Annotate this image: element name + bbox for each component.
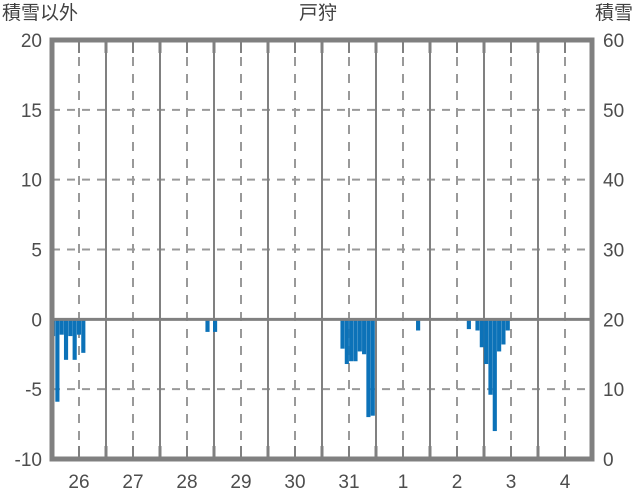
bar: [357, 319, 362, 352]
y-axis-tick-label-left: 10: [21, 171, 42, 192]
tick-marks: [78, 40, 566, 459]
bar: [362, 319, 367, 355]
bar: [416, 319, 421, 331]
bar: [366, 319, 371, 418]
bar: [492, 319, 497, 432]
bar: [349, 319, 354, 362]
bar: [76, 319, 82, 335]
y-axis-tick-label-right: 40: [603, 171, 624, 192]
y-axis-tick-label-right: 50: [603, 101, 624, 122]
y-axis-tick-label-left: 0: [31, 310, 42, 331]
y-axis-tick-label-right: 10: [603, 380, 624, 401]
bar: [72, 319, 77, 360]
bar: [370, 319, 375, 416]
left-axis-title: 積雪以外: [2, 3, 79, 24]
bar: [344, 319, 349, 365]
x-axis-tick-label: 26: [68, 472, 89, 493]
y-axis-tick-label-left: 15: [21, 101, 42, 122]
bar: [55, 319, 60, 402]
chart-title: 戸狩: [298, 3, 337, 24]
y-axis-tick-label-right: 0: [603, 450, 614, 471]
right-axis-title: 積雪: [594, 3, 633, 24]
bar: [63, 319, 69, 360]
bar: [501, 319, 506, 345]
x-axis-tick-label: 4: [560, 472, 571, 493]
y-axis-tick-label-right: 20: [603, 310, 624, 331]
bar: [59, 319, 64, 335]
bar: [479, 319, 484, 348]
bar: [340, 319, 345, 349]
bar: [475, 319, 480, 331]
x-axis-tick-label: 28: [176, 472, 197, 493]
x-axis-tick-label: 31: [338, 472, 359, 493]
x-axis-tick-label: 2: [452, 472, 463, 493]
x-axis-tick-label: 30: [284, 472, 305, 493]
x-axis-tick-label: 1: [398, 472, 409, 493]
y-axis-tick-label-left: 5: [31, 241, 42, 262]
x-axis-tick-label: 27: [122, 472, 143, 493]
bar: [213, 319, 218, 332]
x-axis-tick-label: 29: [230, 472, 251, 493]
y-axis-tick-label-left: -5: [25, 380, 42, 401]
bar: [353, 319, 358, 362]
bar: [68, 319, 73, 337]
bar: [466, 319, 471, 330]
bar: [484, 319, 489, 365]
bar: [205, 319, 210, 332]
y-axis-tick-label-right: 60: [603, 31, 624, 52]
bar: [81, 319, 86, 353]
x-axis-tick-label: 3: [506, 472, 517, 493]
bar: [505, 319, 510, 331]
gridlines: [52, 40, 592, 459]
bar-series: [51, 319, 510, 432]
bar: [488, 319, 493, 395]
bar: [497, 319, 502, 352]
y-axis-tick-label-left: 20: [21, 31, 42, 52]
y-axis-tick-label-right: 30: [603, 241, 624, 262]
y-axis-tick-label-left: -10: [15, 450, 42, 471]
